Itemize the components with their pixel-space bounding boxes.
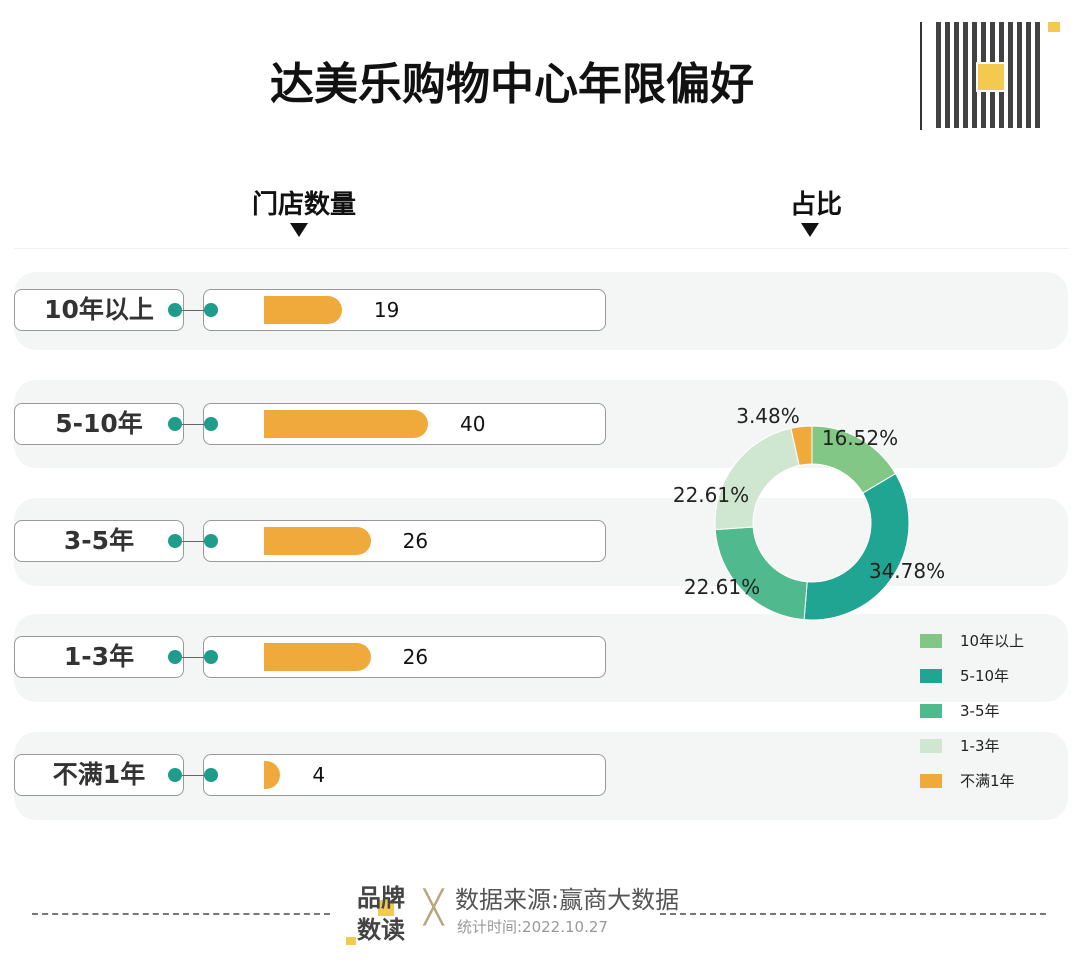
category-label: 不满1年 xyxy=(14,754,184,796)
decor-square xyxy=(378,900,394,916)
category-label: 3-5年 xyxy=(14,520,184,562)
donut-slice xyxy=(803,473,910,621)
brand-logo-line1: 品牌 xyxy=(357,884,405,912)
legend-label: 10年以上 xyxy=(960,632,1025,650)
dashed-line xyxy=(32,913,330,915)
bar xyxy=(264,761,281,789)
decor-square xyxy=(346,937,356,945)
connector-line xyxy=(182,775,210,776)
legend-label: 1-3年 xyxy=(960,737,1000,755)
decor-square xyxy=(1048,22,1060,32)
bar xyxy=(264,410,428,438)
bar-value: 26 xyxy=(402,529,429,553)
connector-dot xyxy=(204,303,218,317)
connector-dot xyxy=(204,417,218,431)
qr-logo xyxy=(976,62,1006,92)
donut-slice xyxy=(790,425,813,467)
stat-date: 统计时间:2022.10.27 xyxy=(457,918,608,936)
legend-item: 5-10年 xyxy=(920,665,1009,686)
legend-swatch xyxy=(920,704,942,718)
count-header: 门店数量 xyxy=(251,190,356,220)
down-triangle-icon xyxy=(290,223,308,237)
bar-value: 19 xyxy=(373,298,400,322)
slice-label: 16.52% xyxy=(821,426,899,450)
slice-label: 34.78% xyxy=(868,559,946,583)
data-source: 数据来源:赢商大数据 xyxy=(455,886,680,914)
bar-value: 4 xyxy=(312,763,326,787)
bar xyxy=(264,527,371,555)
legend-item: 1-3年 xyxy=(920,735,1000,756)
connector-dot xyxy=(168,650,182,664)
connector-line xyxy=(182,541,210,542)
separator xyxy=(14,248,1068,249)
slice-label: 22.61% xyxy=(672,483,750,507)
slice-label: 3.48% xyxy=(736,404,800,428)
down-triangle-icon xyxy=(801,223,819,237)
connector-dot xyxy=(168,417,182,431)
donut-slice xyxy=(714,427,800,531)
legend-item: 10年以上 xyxy=(920,630,1024,651)
legend-label: 5-10年 xyxy=(960,667,1010,685)
connector-dot xyxy=(204,650,218,664)
legend-swatch xyxy=(920,739,942,753)
dashed-line xyxy=(660,913,1046,915)
legend-swatch xyxy=(920,669,942,683)
connector-line xyxy=(182,424,210,425)
share-header: 占比 xyxy=(789,190,842,220)
brand-logo-line2: 数读 xyxy=(357,916,405,944)
page-title: 达美乐购物中心年限偏好 xyxy=(270,59,754,110)
legend-swatch xyxy=(920,634,942,648)
bar-value: 26 xyxy=(402,645,429,669)
connector-line xyxy=(182,310,210,311)
connector-dot xyxy=(168,534,182,548)
qr-code xyxy=(936,22,1042,128)
connector-dot xyxy=(168,768,182,782)
divider xyxy=(920,22,922,130)
bar xyxy=(264,296,342,324)
legend-label: 3-5年 xyxy=(960,702,1000,720)
connector-dot xyxy=(204,534,218,548)
connector-dot xyxy=(168,303,182,317)
category-label: 5-10年 xyxy=(14,403,184,445)
legend-swatch xyxy=(920,774,942,788)
legend-label: 不满1年 xyxy=(960,772,1015,790)
connector-line xyxy=(182,657,210,658)
connector-dot xyxy=(204,768,218,782)
slice-label: 22.61% xyxy=(683,575,761,599)
donut-slice xyxy=(714,526,808,621)
legend-item: 3-5年 xyxy=(920,700,1000,721)
category-label: 10年以上 xyxy=(14,289,184,331)
legend-item: 不满1年 xyxy=(920,770,1015,791)
bar xyxy=(264,643,371,671)
x-icon: ╳ xyxy=(424,888,444,926)
bar-value: 40 xyxy=(460,412,486,436)
